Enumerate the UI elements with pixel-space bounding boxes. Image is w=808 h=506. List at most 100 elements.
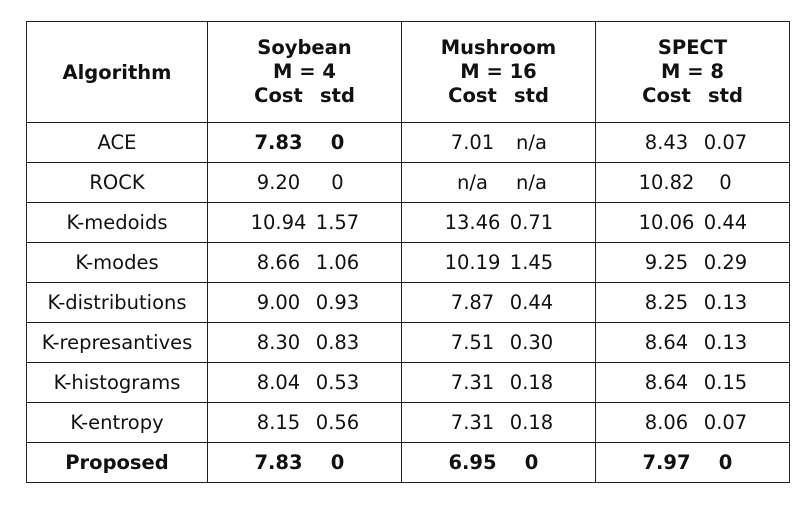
soybean-cell: 9.20 0 bbox=[207, 162, 402, 203]
cost-value: 8.04 bbox=[256, 371, 301, 394]
header-algorithm: Algorithm bbox=[26, 21, 208, 123]
mushroom-cell: 7.01 n/a bbox=[401, 122, 596, 163]
mushroom-cell: 6.95 0 bbox=[401, 442, 596, 483]
algorithm-name: Proposed bbox=[26, 442, 208, 483]
std-value: 0 bbox=[718, 451, 733, 474]
cost-value: 8.66 bbox=[256, 251, 301, 274]
std-value: 0.53 bbox=[315, 371, 360, 394]
cost-value: 7.31 bbox=[450, 411, 495, 434]
soybean-cell: 7.83 0 bbox=[207, 122, 402, 163]
cost-value: 8.64 bbox=[644, 331, 689, 354]
spect-cell: 10.06 0.44 bbox=[595, 202, 790, 243]
table-row: K-distributions 9.00 0.93 7.87 0.44 8.25 0.… bbox=[26, 282, 790, 323]
soybean-cell: 8.66 1.06 bbox=[207, 242, 402, 283]
algorithm-name: K-modes bbox=[26, 242, 208, 283]
mushroom-cell: 7.87 0.44 bbox=[401, 282, 596, 323]
std-value: 0.07 bbox=[703, 131, 748, 154]
std-value: 0.07 bbox=[703, 411, 748, 434]
table-row: ACE 7.83 0 7.01 n/a 8.43 0.07 bbox=[26, 122, 790, 163]
algorithm-name: K-distributions bbox=[26, 282, 208, 323]
header-spect: SPECT M = 8 Cost std bbox=[595, 21, 790, 123]
std-value: 0.56 bbox=[315, 411, 360, 434]
algorithm-name: K-histograms bbox=[26, 362, 208, 403]
dataset-m: M = 8 bbox=[661, 60, 724, 83]
cost-value: 13.46 bbox=[444, 211, 501, 234]
cost-value: 8.06 bbox=[644, 411, 689, 434]
algorithm-name: K-medoids bbox=[26, 202, 208, 243]
cost-value: 7.01 bbox=[450, 131, 495, 154]
std-value: 0.44 bbox=[509, 291, 554, 314]
soybean-cell: 10.94 1.57 bbox=[207, 202, 402, 243]
std-value: 1.45 bbox=[509, 251, 554, 274]
header-mushroom: Mushroom M = 16 Cost std bbox=[401, 21, 596, 123]
std-value: 0.18 bbox=[509, 411, 554, 434]
cost-value: 7.51 bbox=[450, 331, 495, 354]
std-value: 0.13 bbox=[703, 331, 748, 354]
std-value: 0 bbox=[330, 451, 345, 474]
std-value: n/a bbox=[516, 131, 547, 154]
table-row: ROCK 9.20 0 n/a n/a 10.82 0 bbox=[26, 162, 790, 203]
algorithm-name: K-represantives bbox=[26, 322, 208, 363]
cost-value: 7.83 bbox=[254, 451, 303, 474]
mushroom-cell: 13.46 0.71 bbox=[401, 202, 596, 243]
cost-value: 7.87 bbox=[450, 291, 495, 314]
cost-value: 10.06 bbox=[638, 211, 695, 234]
dataset-name: Mushroom bbox=[440, 36, 557, 59]
spect-cell: 9.25 0.29 bbox=[595, 242, 790, 283]
std-value: 0 bbox=[719, 171, 732, 194]
cost-value: 9.20 bbox=[256, 171, 301, 194]
soybean-cell: 8.30 0.83 bbox=[207, 322, 402, 363]
std-value: 0.44 bbox=[703, 211, 748, 234]
cost-value: n/a bbox=[457, 171, 488, 194]
table-row: K-modes 8.66 1.06 10.19 1.45 9.25 0.29 bbox=[26, 242, 790, 283]
cost-header: Cost bbox=[448, 84, 497, 107]
std-value: 1.06 bbox=[315, 251, 360, 274]
spect-cell: 8.64 0.15 bbox=[595, 362, 790, 403]
cost-value: 8.15 bbox=[256, 411, 301, 434]
cost-value: 9.00 bbox=[256, 291, 301, 314]
std-value: 0.83 bbox=[315, 331, 360, 354]
std-value: 1.57 bbox=[315, 211, 360, 234]
algorithm-name: ROCK bbox=[26, 162, 208, 203]
spect-cell: 8.25 0.13 bbox=[595, 282, 790, 323]
std-value: 0.18 bbox=[509, 371, 554, 394]
std-header: std bbox=[320, 84, 355, 107]
std-header: std bbox=[708, 84, 743, 107]
std-value: 0.13 bbox=[703, 291, 748, 314]
spect-cell: 8.43 0.07 bbox=[595, 122, 790, 163]
cost-value: 6.95 bbox=[448, 451, 497, 474]
cost-value: 8.43 bbox=[644, 131, 689, 154]
cost-value: 10.82 bbox=[638, 171, 695, 194]
dataset-name: Soybean bbox=[257, 36, 352, 59]
cost-value: 10.19 bbox=[444, 251, 501, 274]
soybean-cell: 9.00 0.93 bbox=[207, 282, 402, 323]
header-row: Algorithm Soybean M = 4 Cost std Mushroom… bbox=[26, 21, 790, 123]
spect-cell: 8.64 0.13 bbox=[595, 322, 790, 363]
table-row: K-histograms 8.04 0.53 7.31 0.18 8.64 0.15 bbox=[26, 362, 790, 403]
cost-header: Cost bbox=[254, 84, 303, 107]
std-value: 0 bbox=[524, 451, 539, 474]
cost-header: Cost bbox=[642, 84, 691, 107]
cost-value: 9.25 bbox=[644, 251, 689, 274]
soybean-cell: 8.15 0.56 bbox=[207, 402, 402, 443]
table-row: K-entropy 8.15 0.56 7.31 0.18 8.06 0.07 bbox=[26, 402, 790, 443]
algorithm-name: K-entropy bbox=[26, 402, 208, 443]
soybean-cell: 7.83 0 bbox=[207, 442, 402, 483]
table-row: K-medoids 10.94 1.57 13.46 0.71 10.06 0.44 bbox=[26, 202, 790, 243]
dataset-name: SPECT bbox=[657, 36, 728, 59]
spect-cell: 10.82 0 bbox=[595, 162, 790, 203]
mushroom-cell: 7.31 0.18 bbox=[401, 362, 596, 403]
table-row-proposed: Proposed 7.83 0 6.95 0 7.97 0 bbox=[26, 442, 790, 483]
cost-value: 8.25 bbox=[644, 291, 689, 314]
std-value: 0.15 bbox=[703, 371, 748, 394]
std-value: 0 bbox=[330, 131, 345, 154]
spect-cell: 8.06 0.07 bbox=[595, 402, 790, 443]
std-header: std bbox=[514, 84, 549, 107]
cost-value: 7.97 bbox=[642, 451, 691, 474]
std-value: n/a bbox=[516, 171, 547, 194]
mushroom-cell: 7.51 0.30 bbox=[401, 322, 596, 363]
dataset-m: M = 4 bbox=[273, 60, 336, 83]
std-value: 0.30 bbox=[509, 331, 554, 354]
std-value: 0 bbox=[331, 171, 344, 194]
cost-value: 10.94 bbox=[250, 211, 307, 234]
